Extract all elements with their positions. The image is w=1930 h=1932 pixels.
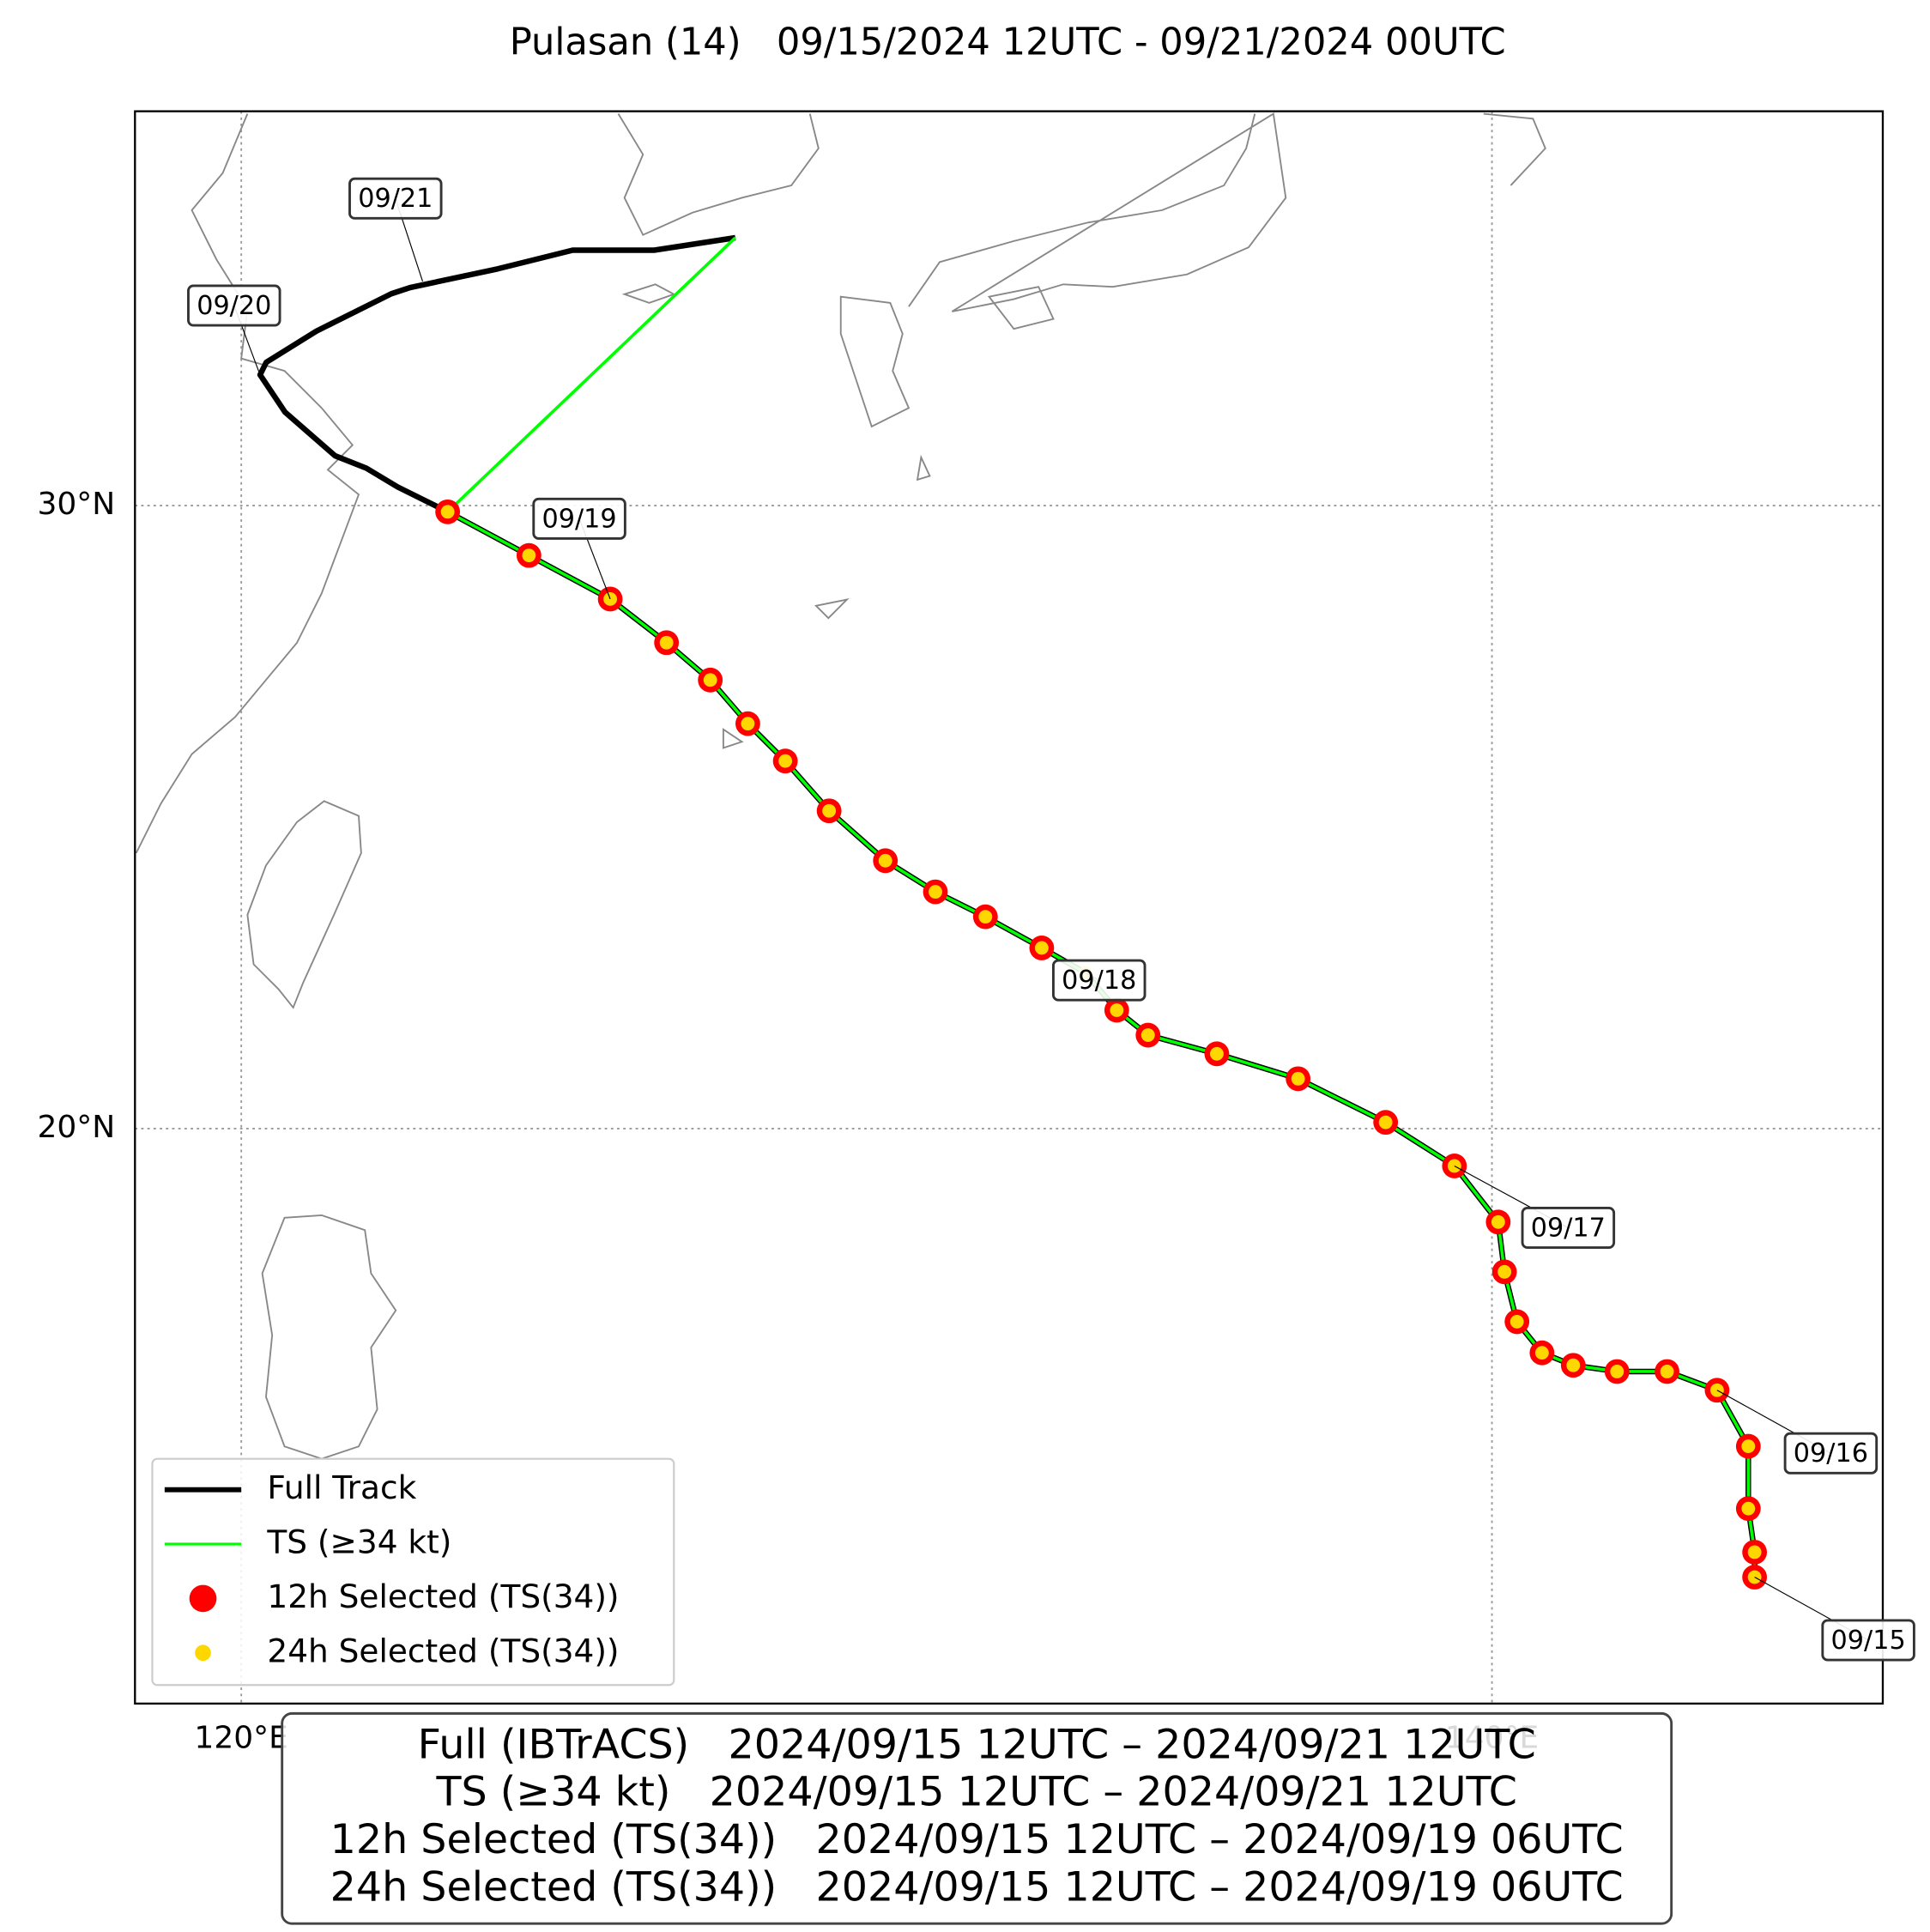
annotation-label: 09/17	[1531, 1213, 1606, 1243]
track-point	[741, 717, 755, 731]
annotation-label: 09/16	[1794, 1438, 1868, 1469]
track-point	[1034, 941, 1049, 955]
coastline	[908, 112, 1287, 312]
coastline	[1483, 112, 1546, 186]
track-point	[1378, 1115, 1393, 1130]
track-point	[1491, 1214, 1505, 1229]
track-point	[778, 754, 793, 768]
legend-swatch	[189, 1584, 217, 1613]
info-line: 24h Selected (TS(34)) 2024/09/15 12UTC –…	[330, 1864, 1624, 1911]
legend-box	[151, 1457, 675, 1687]
info-frame	[281, 1711, 1673, 1925]
legend-label: TS (≥34 kt)	[266, 1523, 451, 1561]
info-line: TS (≥34 kt) 2024/09/15 12UTC – 2024/09/2…	[435, 1769, 1516, 1816]
annotation-label: 09/20	[197, 291, 271, 321]
legend-label: 24h Selected (TS(34))	[267, 1632, 619, 1669]
legend-label: Full Track	[267, 1469, 416, 1506]
track-point	[1534, 1346, 1549, 1360]
track-point	[522, 548, 536, 563]
coastline	[617, 113, 820, 236]
annotation-box	[1783, 1432, 1879, 1475]
track-point	[703, 673, 717, 687]
track-point	[929, 885, 942, 899]
annotation-box	[348, 177, 443, 220]
info-box: Full (IBTrACS) 2024/09/15 12UTC – 2024/0…	[281, 1711, 1673, 1925]
legend-label: 12h Selected (TS(34))	[267, 1578, 619, 1615]
map-frame	[134, 110, 1885, 1705]
coastline	[987, 286, 1055, 330]
annotation-box	[1521, 1206, 1616, 1249]
annotation-box	[1821, 1619, 1915, 1662]
track-point	[1510, 1314, 1524, 1329]
track-point	[1566, 1358, 1581, 1372]
info-line: Full (IBTrACS) 2024/09/15 12UTC – 2024/0…	[418, 1721, 1536, 1768]
annotation-label: 09/15	[1831, 1626, 1906, 1656]
track-point	[1747, 1545, 1762, 1560]
coastline	[261, 1214, 397, 1460]
track-point	[1497, 1264, 1512, 1279]
legend: Full Track TS (≥34 kt) 12h Selected (TS(34…	[151, 1457, 675, 1687]
annotation-box	[532, 497, 626, 540]
track-point	[1140, 1028, 1155, 1042]
track-point	[1110, 1003, 1124, 1017]
x-tick-label: 120°E	[194, 1721, 287, 1756]
track-point	[1291, 1071, 1305, 1086]
coastlines	[135, 112, 1546, 1460]
coastline	[135, 113, 360, 854]
annotation-label: 09/18	[1062, 966, 1136, 996]
grid	[135, 111, 1883, 1704]
annotation-box	[1052, 959, 1147, 1002]
date-annotations: 09/15 09/16 09/17 09/18 09/19 09/20 09/21	[187, 177, 1915, 1662]
track-point	[1741, 1439, 1756, 1454]
track-point	[440, 505, 455, 519]
track-point	[1610, 1365, 1624, 1378]
track-point	[1210, 1046, 1224, 1061]
track-point	[659, 635, 674, 650]
track-point	[878, 853, 892, 868]
coastline	[722, 454, 931, 749]
track-point	[1741, 1501, 1756, 1516]
y-tick-label: 30°N	[37, 487, 115, 522]
tracks	[257, 234, 1768, 1590]
track-point	[1660, 1365, 1674, 1378]
annotation-label: 09/19	[542, 504, 617, 534]
track-point	[822, 803, 837, 818]
y-tick-label: 20°N	[37, 1110, 115, 1145]
annotation-label: 09/21	[358, 184, 433, 214]
annotation-box	[187, 284, 281, 327]
coastline	[839, 295, 911, 428]
coastline	[246, 800, 362, 1009]
chart-title: Pulasan (14) 09/15/2024 12UTC - 09/21/20…	[510, 21, 1506, 64]
track-point	[978, 910, 993, 924]
info-line: 12h Selected (TS(34)) 2024/09/15 12UTC –…	[330, 1816, 1624, 1863]
legend-swatch	[195, 1644, 211, 1662]
